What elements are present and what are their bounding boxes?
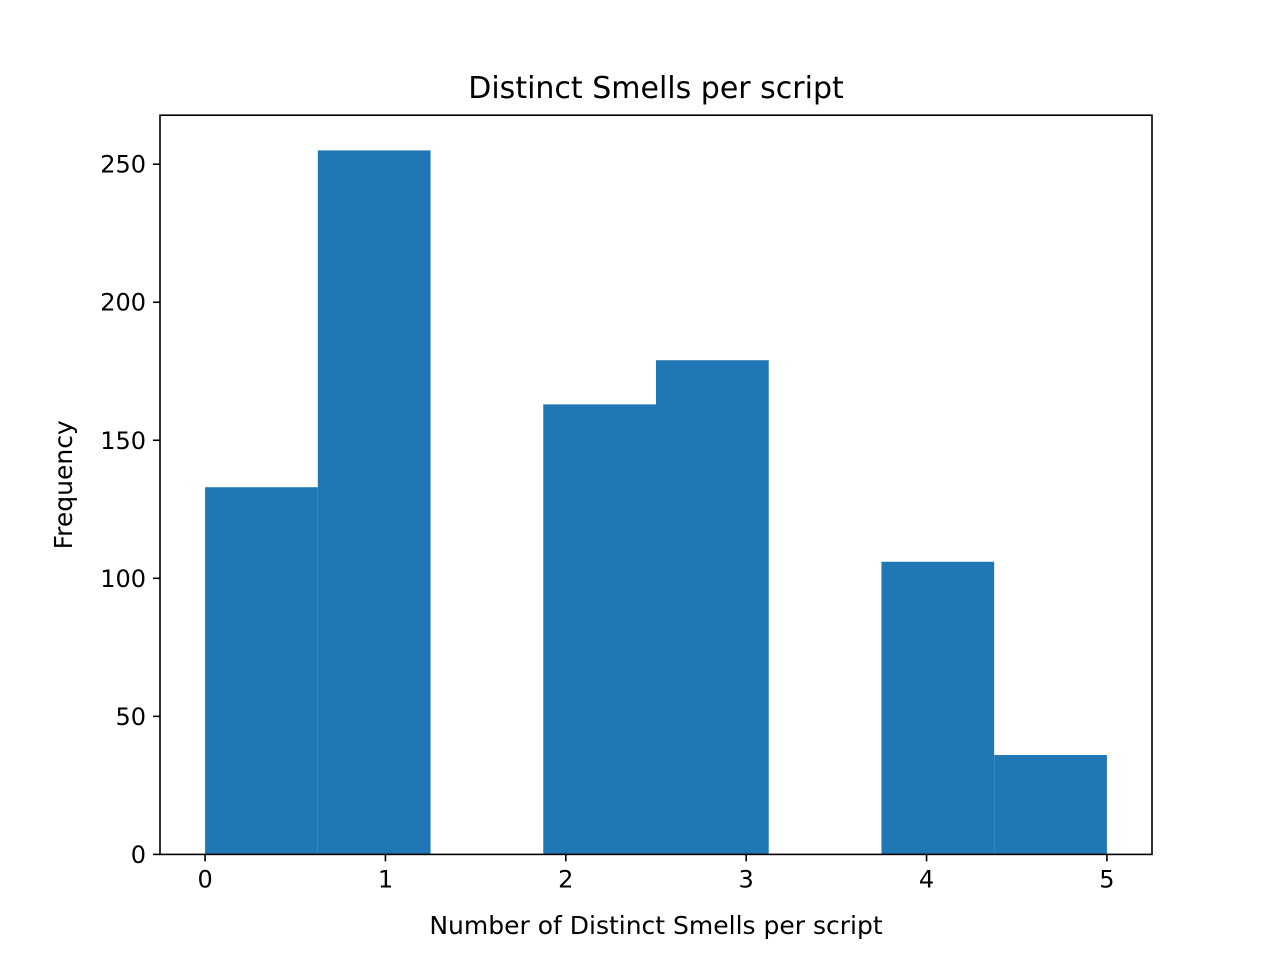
x-axis-label: Number of Distinct Smells per script <box>429 911 883 940</box>
histogram-bar-4 <box>656 360 769 855</box>
y-tick-label: 200 <box>100 289 146 317</box>
plot-frame <box>159 114 1153 856</box>
x-tick-label: 4 <box>919 865 934 893</box>
y-tick-label: 50 <box>115 703 146 731</box>
y-tick-label: 250 <box>100 151 146 179</box>
x-tick-label: 2 <box>558 865 573 893</box>
histogram-bar-0 <box>205 487 318 855</box>
histogram-bar-1 <box>317 150 431 855</box>
y-tick-label: 0 <box>131 841 146 869</box>
histogram-bar-3 <box>543 404 656 855</box>
x-tick-label: 5 <box>1099 865 1114 893</box>
x-tick-label: 3 <box>739 865 754 893</box>
bars-group <box>205 150 1107 855</box>
histogram-bar-6 <box>881 561 995 855</box>
y-tick-label: 100 <box>100 565 146 593</box>
y-tick-label: 150 <box>100 427 146 455</box>
y-ticks-group: 0 50 100 150 200 250 <box>100 151 160 869</box>
chart-title: Distinct Smells per script <box>468 71 844 106</box>
histogram-bar-7 <box>994 755 1107 855</box>
y-axis-label: Frequency <box>49 420 78 549</box>
x-tick-label: 1 <box>378 865 393 893</box>
x-tick-label: 0 <box>197 865 212 893</box>
x-ticks-group: 0 1 2 3 4 5 <box>197 854 1115 893</box>
